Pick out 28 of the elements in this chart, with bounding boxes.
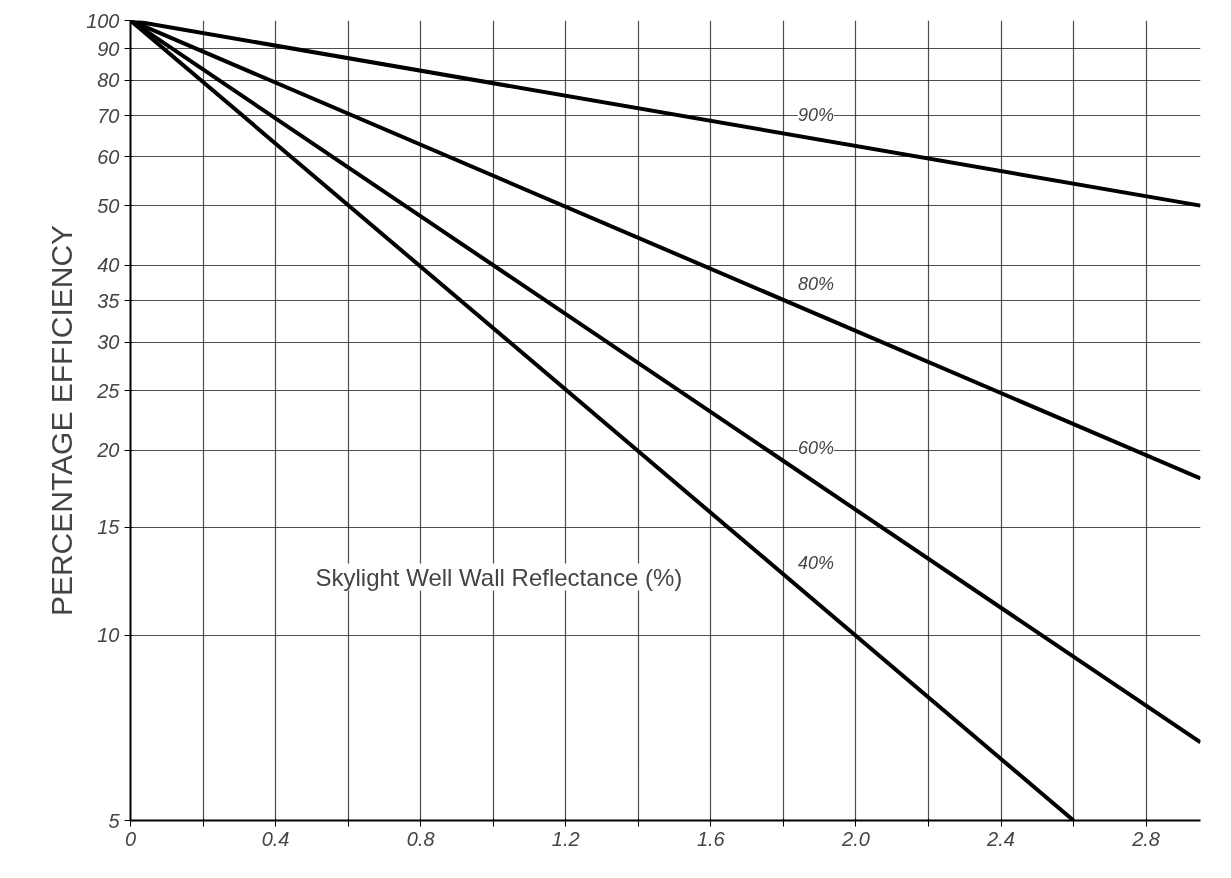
y-tick-label: 35: [97, 289, 121, 312]
y-tick-label: 70: [97, 104, 120, 127]
y-axis-title: PERCENTAGE EFFICIENCY: [45, 224, 79, 617]
y-tick-label: 50: [97, 194, 120, 217]
y-tick-label: 60: [97, 145, 120, 168]
y-tick-label: 25: [96, 379, 121, 402]
y-tick-label: 15: [97, 516, 121, 539]
x-tick-label: 2.0: [841, 827, 870, 850]
y-tick-label: 100: [86, 9, 120, 32]
y-tick-label: 10: [97, 624, 120, 647]
y-tick-label: 90: [97, 37, 120, 60]
series-label: 60%: [797, 438, 834, 459]
annotation: Skylight Well Wall Reflectance (%): [315, 563, 683, 591]
y-tick-label: 5: [108, 809, 121, 832]
y-tick-label: 20: [96, 439, 120, 462]
y-tick-label: 40: [97, 254, 120, 277]
series-label: 80%: [797, 274, 834, 295]
series-label: 90%: [797, 105, 834, 126]
x-tick-label: 2.8: [1131, 827, 1160, 850]
x-tick-label: 0: [124, 827, 137, 850]
x-tick-label: 1.6: [696, 827, 726, 850]
x-tick-label: 0.4: [261, 827, 290, 850]
y-tick-label: 80: [97, 69, 120, 92]
x-tick-label: 1.2: [551, 827, 580, 850]
series-label: 40%: [797, 553, 834, 574]
x-tick-label: 0.8: [406, 827, 435, 850]
y-tick-label: 30: [97, 331, 120, 354]
x-tick-label: 2.4: [986, 827, 1015, 850]
